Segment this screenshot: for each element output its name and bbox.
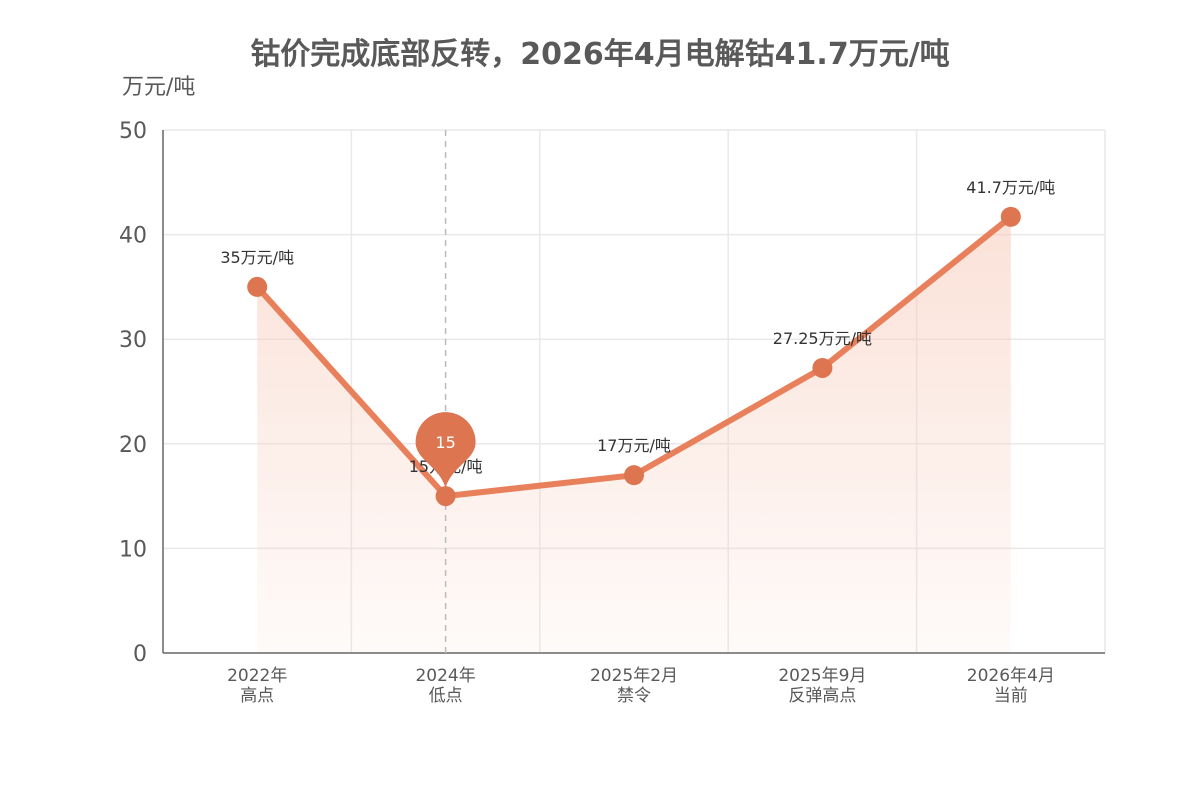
data-label: 27.25万元/吨 [773,329,872,348]
data-point [247,276,268,297]
data-point [624,465,644,486]
x-tick-label: 2022年 [227,666,287,686]
x-tick-sublabel: 低点 [429,686,463,706]
data-point [1000,206,1021,227]
x-tick-sublabel: 禁令 [617,686,651,706]
y-tick-label: 30 [119,328,147,353]
series-area [257,216,1011,653]
y-tick-label: 50 [119,119,147,144]
series-line-layer [247,206,1021,507]
chart-title: 钴价完成底部反转，2026年4月电解钴41.7万元/吨 [250,37,949,72]
x-tick-label: 2024年 [415,666,475,686]
x-tick-label: 2025年2月 [590,666,678,686]
x-tick-label: 2025年9月 [778,666,866,686]
data-label: 35万元/吨 [220,248,294,267]
data-point [812,357,833,378]
y-tick-label: 10 [119,537,147,562]
highlight-pin: 15 [415,412,476,489]
data-label: 17万元/吨 [597,436,671,455]
x-tick-sublabel: 反弹高点 [788,686,856,706]
x-tick-label: 2026年4月 [967,666,1055,686]
data-label: 41.7万元/吨 [966,178,1055,197]
x-tick-sublabel: 高点 [240,686,274,706]
y-tick-label: 0 [133,642,147,667]
highlight-pin-shape [415,412,476,489]
data-point [435,486,456,507]
y-axis-unit-label: 万元/吨 [122,75,195,100]
area-fill [257,216,1011,653]
x-tick-sublabel: 当前 [994,686,1028,706]
highlight-pin-label: 15 [435,433,455,452]
y-tick-label: 40 [119,224,147,249]
y-tick-label: 20 [119,433,147,458]
